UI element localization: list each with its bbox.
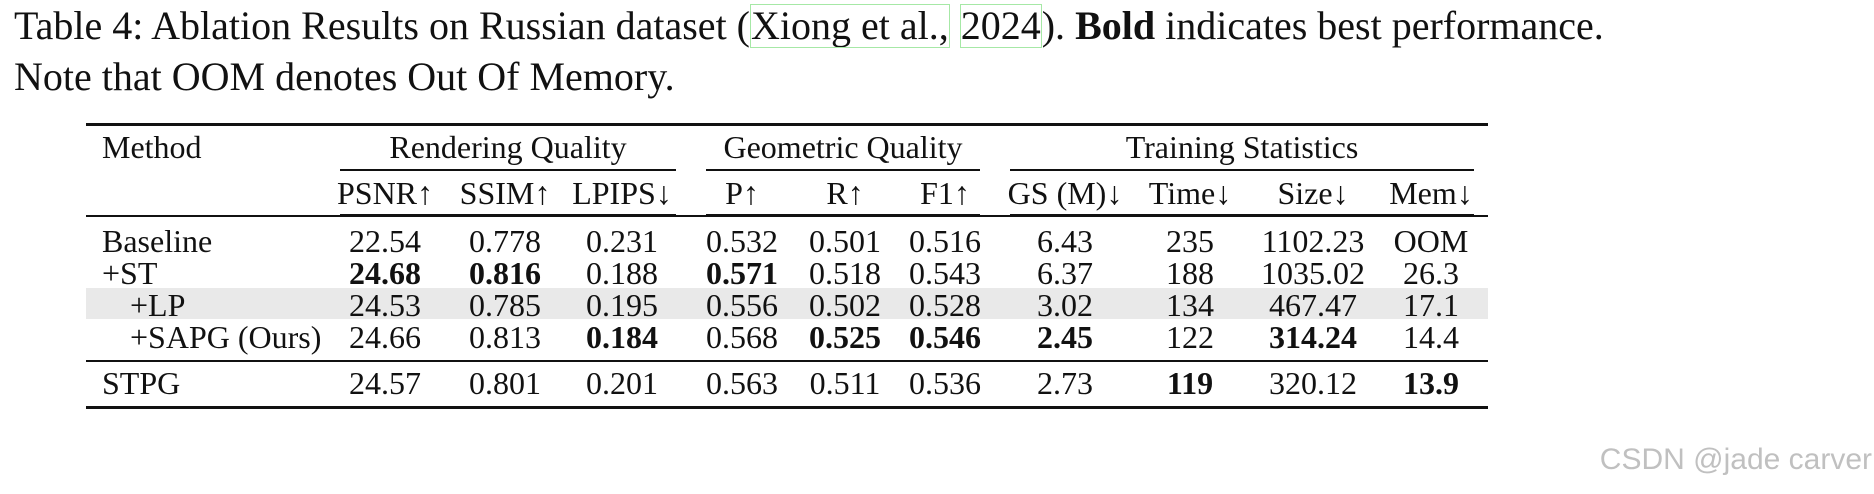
- table-cell: 314.24: [1269, 319, 1357, 355]
- table-cell: 0.231: [586, 223, 658, 259]
- column-header: Size↓: [1277, 175, 1349, 211]
- column-header: R↑: [826, 175, 864, 211]
- table-caption: Table 4: Ablation Results on Russian dat…: [14, 0, 1874, 102]
- table-cell: 235: [1166, 223, 1214, 259]
- table-cell: 0.511: [809, 365, 881, 401]
- row-method-label: STPG: [102, 365, 181, 401]
- group-underline: [706, 169, 980, 171]
- top-rule: [86, 123, 1488, 126]
- table-cell: 0.813: [469, 319, 541, 355]
- table-cell: 0.816: [469, 255, 541, 291]
- table-cell: 0.801: [469, 365, 541, 401]
- table-cell: 17.1: [1403, 287, 1459, 323]
- table-cell: 3.02: [1037, 287, 1093, 323]
- citation-year-link[interactable]: 2024: [959, 3, 1042, 48]
- column-header: P↑: [725, 175, 759, 211]
- watermark-text: CSDN @jade carver: [1599, 443, 1872, 476]
- table-cell: 0.543: [909, 255, 981, 291]
- table-cell: 0.568: [706, 319, 778, 355]
- table-cell: 0.502: [809, 287, 881, 323]
- table-cell: 6.43: [1037, 223, 1093, 259]
- row-method-label: +SAPG (Ours): [130, 319, 322, 355]
- table-cell: 13.9: [1403, 365, 1459, 401]
- column-header: LPIPS↓: [572, 175, 672, 211]
- column-header: SSIM↑: [459, 175, 551, 211]
- caption-text: ).: [1041, 3, 1076, 48]
- table-cell: 6.37: [1037, 255, 1093, 291]
- table-cell: 122: [1166, 319, 1214, 355]
- table-cell: 24.57: [349, 365, 421, 401]
- table-cell: 0.195: [586, 287, 658, 323]
- column-header: PSNR↑: [336, 175, 434, 211]
- column-header: F1↑: [920, 175, 970, 211]
- subheader-underline: [1010, 214, 1474, 216]
- table-cell: 1035.02: [1261, 255, 1365, 291]
- row-shading: [86, 288, 1488, 319]
- table-cell: 467.47: [1269, 287, 1357, 323]
- citation-author-link[interactable]: Xiong et al.,: [750, 3, 950, 48]
- table-cell: 14.4: [1403, 319, 1459, 355]
- table-cell: 134: [1166, 287, 1214, 323]
- table-cell: 188: [1166, 255, 1214, 291]
- group-underline: [340, 169, 676, 171]
- table-cell: 24.53: [349, 287, 421, 323]
- group-header: Geometric Quality: [723, 129, 963, 165]
- table-cell: 0.528: [909, 287, 981, 323]
- group-header: Rendering Quality: [389, 129, 627, 165]
- table-cell: 0.516: [909, 223, 981, 259]
- header-rule: [86, 215, 1488, 217]
- caption-bold-word: Bold: [1075, 3, 1156, 48]
- table-cell: 119: [1166, 365, 1214, 401]
- table-cell: 24.68: [349, 255, 421, 291]
- table-cell: 2.73: [1037, 365, 1093, 401]
- column-header: Time↓: [1148, 175, 1232, 211]
- method-column-header: Method: [102, 129, 202, 165]
- caption-text: Table 4: Ablation Results on Russian dat…: [14, 3, 750, 48]
- table-cell: 0.532: [706, 223, 778, 259]
- table-cell: 0.501: [809, 223, 881, 259]
- row-method-label: +ST: [102, 255, 158, 291]
- table-cell: 0.571: [706, 255, 778, 291]
- column-header: Mem↓: [1389, 175, 1473, 211]
- table-cell: 0.518: [809, 255, 881, 291]
- table-cell: 0.525: [809, 319, 881, 355]
- table-cell: 0.536: [909, 365, 981, 401]
- caption-line-2: Note that OOM denotes Out Of Memory.: [14, 54, 675, 99]
- table-cell: 0.563: [706, 365, 778, 401]
- table-cell: 0.184: [586, 319, 658, 355]
- bottom-rule: [86, 406, 1488, 409]
- table-cell: 24.66: [349, 319, 421, 355]
- subheader-underline: [340, 214, 676, 216]
- group-underline: [1010, 169, 1474, 171]
- row-method-label: Baseline: [102, 223, 213, 259]
- table-cell: 0.201: [586, 365, 658, 401]
- table-cell: 0.546: [909, 319, 981, 355]
- table-cell: 22.54: [349, 223, 421, 259]
- row-method-label: +LP: [130, 287, 186, 323]
- group-header: Training Statistics: [1125, 129, 1359, 165]
- column-header: GS (M)↓: [1007, 175, 1123, 211]
- table-cell: 0.556: [706, 287, 778, 323]
- subheader-underline: [706, 214, 980, 216]
- table-cell: 26.3: [1403, 255, 1459, 291]
- table-cell: 0.188: [586, 255, 658, 291]
- table-cell: 320.12: [1269, 365, 1357, 401]
- caption-text: indicates best performance.: [1155, 3, 1604, 48]
- table-cell: 2.45: [1037, 319, 1093, 355]
- caption-line-1: Table 4: Ablation Results on Russian dat…: [14, 0, 1874, 51]
- table-cell: 1102.23: [1261, 223, 1365, 259]
- mid-rule: [86, 360, 1488, 362]
- table-cell: 0.778: [469, 223, 541, 259]
- table-cell: OOM: [1393, 223, 1469, 259]
- table-cell: 0.785: [469, 287, 541, 323]
